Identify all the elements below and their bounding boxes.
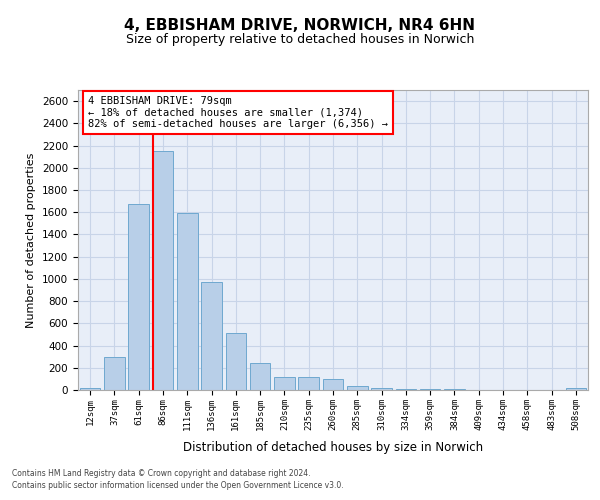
Bar (226, 334, 246, 390)
Bar (323, 380, 343, 390)
Bar (395, 389, 416, 390)
Bar (104, 356, 125, 390)
Bar (80, 388, 100, 390)
Bar (274, 376, 295, 390)
Text: 4 EBBISHAM DRIVE: 79sqm
← 18% of detached houses are smaller (1,374)
82% of semi: 4 EBBISHAM DRIVE: 79sqm ← 18% of detache… (88, 96, 388, 129)
Bar (371, 388, 392, 390)
Text: Distribution of detached houses by size in Norwich: Distribution of detached houses by size … (183, 441, 483, 454)
Bar (152, 151, 173, 390)
Bar (298, 377, 319, 390)
Text: Size of property relative to detached houses in Norwich: Size of property relative to detached ho… (126, 32, 474, 46)
Text: Contains public sector information licensed under the Open Government Licence v3: Contains public sector information licen… (12, 481, 344, 490)
Bar (128, 204, 149, 390)
Bar (177, 214, 197, 390)
Bar (566, 388, 586, 390)
Y-axis label: Number of detached properties: Number of detached properties (26, 152, 37, 328)
Bar (201, 282, 222, 390)
Text: Contains HM Land Registry data © Crown copyright and database right 2024.: Contains HM Land Registry data © Crown c… (12, 468, 311, 477)
Bar (347, 386, 368, 390)
Text: 4, EBBISHAM DRIVE, NORWICH, NR4 6HN: 4, EBBISHAM DRIVE, NORWICH, NR4 6HN (125, 18, 476, 32)
Bar (250, 363, 271, 390)
